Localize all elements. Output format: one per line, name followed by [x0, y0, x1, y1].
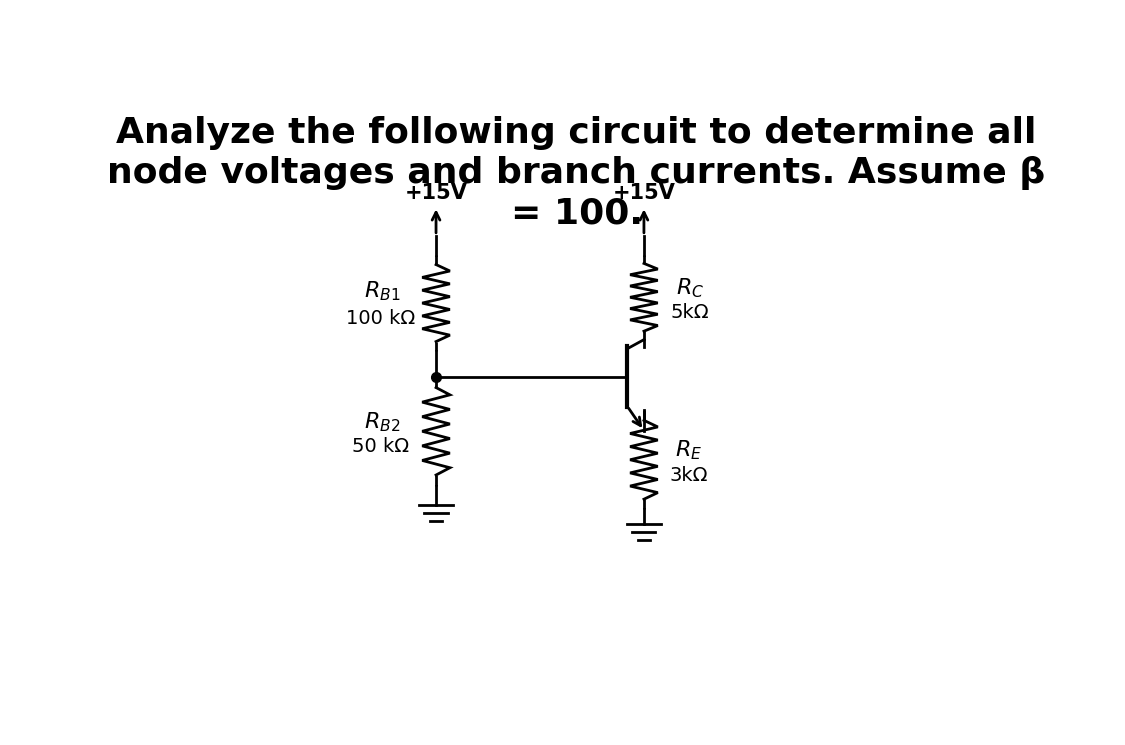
Text: 5kΩ: 5kΩ: [670, 303, 710, 322]
Text: $R_{B2}$: $R_{B2}$: [364, 410, 400, 434]
Text: $R_{B1}$: $R_{B1}$: [363, 279, 400, 303]
Text: 100 kΩ: 100 kΩ: [346, 309, 415, 328]
Text: 3kΩ: 3kΩ: [669, 466, 708, 485]
Text: = 100.: = 100.: [511, 197, 642, 230]
Text: +15V: +15V: [405, 183, 468, 203]
Text: 50 kΩ: 50 kΩ: [352, 437, 410, 456]
Text: node voltages and branch currents. Assume β: node voltages and branch currents. Assum…: [108, 156, 1046, 191]
Text: +15V: +15V: [612, 183, 675, 203]
Text: $R_C$: $R_C$: [676, 276, 704, 299]
Text: $R_E$: $R_E$: [675, 439, 702, 463]
Text: Analyze the following circuit to determine all: Analyze the following circuit to determi…: [116, 116, 1037, 150]
